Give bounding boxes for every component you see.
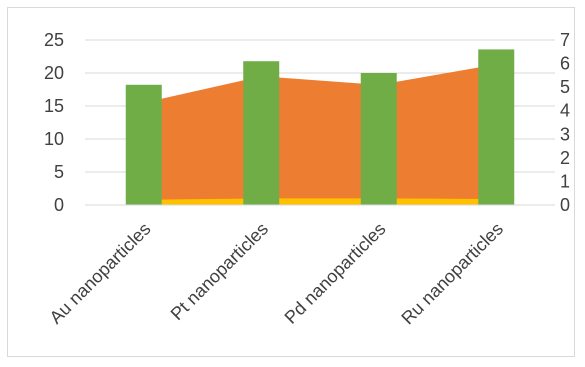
area-series-1	[143, 64, 497, 205]
left-tick-label: 15	[44, 96, 64, 116]
left-tick-label: 10	[44, 129, 64, 149]
area-series	[143, 64, 497, 205]
category-label: Ru nanoparticles	[397, 219, 507, 329]
right-tick-label: 6	[560, 54, 570, 74]
right-tick-label: 3	[560, 124, 570, 144]
left-tick-label: 0	[54, 195, 64, 215]
category-label: Pd nanoparticles	[281, 219, 390, 328]
left-tick-label: 5	[54, 162, 64, 182]
bar	[478, 49, 515, 205]
bar-series	[125, 49, 515, 205]
right-tick-label: 7	[560, 30, 570, 50]
bar	[360, 73, 397, 205]
right-axis-ticks: 7 6 5 4 3 2 1 0	[560, 30, 570, 215]
right-tick-label: 0	[560, 195, 570, 215]
right-tick-label: 1	[560, 171, 570, 191]
left-axis-ticks: 25 20 15 10 5 0	[44, 30, 64, 215]
right-tick-label: 5	[560, 77, 570, 97]
category-label: Au nanoparticles	[46, 219, 155, 328]
left-tick-label: 20	[44, 63, 64, 83]
bar	[125, 84, 162, 205]
category-label: Pt nanoparticles	[167, 219, 272, 324]
right-tick-label: 2	[560, 148, 570, 168]
category-labels: Au nanoparticles Pt nanoparticles Pd nanop…	[46, 219, 507, 329]
right-tick-label: 4	[560, 101, 570, 121]
area-series-2	[143, 198, 497, 205]
bar	[243, 61, 280, 205]
left-tick-label: 25	[44, 30, 64, 50]
